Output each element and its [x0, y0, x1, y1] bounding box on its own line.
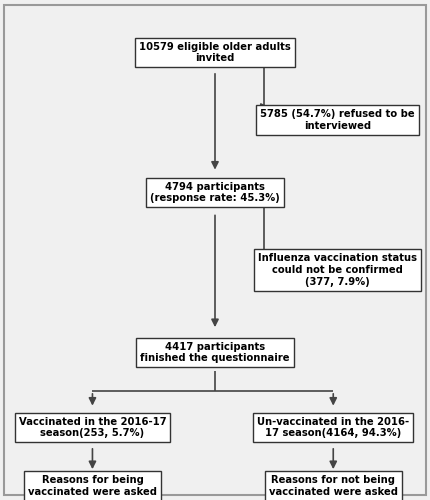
Text: 4794 participants
(response rate: 45.3%): 4794 participants (response rate: 45.3%)	[150, 182, 280, 204]
Text: Influenza vaccination status
could not be confirmed
(377, 7.9%): Influenza vaccination status could not b…	[258, 254, 417, 286]
Text: Reasons for being
vaccinated were asked: Reasons for being vaccinated were asked	[28, 475, 157, 497]
Text: Un-vaccinated in the 2016-
17 season(4164, 94.3%): Un-vaccinated in the 2016- 17 season(416…	[257, 416, 409, 438]
Text: 10579 eligible older adults
invited: 10579 eligible older adults invited	[139, 42, 291, 64]
Text: 4417 participants
finished the questionnaire: 4417 participants finished the questionn…	[140, 342, 290, 363]
Text: Reasons for not being
vaccinated were asked: Reasons for not being vaccinated were as…	[269, 475, 398, 497]
Text: Vaccinated in the 2016-17
season(253, 5.7%): Vaccinated in the 2016-17 season(253, 5.…	[18, 416, 166, 438]
Text: 5785 (54.7%) refused to be
interviewed: 5785 (54.7%) refused to be interviewed	[260, 109, 415, 131]
